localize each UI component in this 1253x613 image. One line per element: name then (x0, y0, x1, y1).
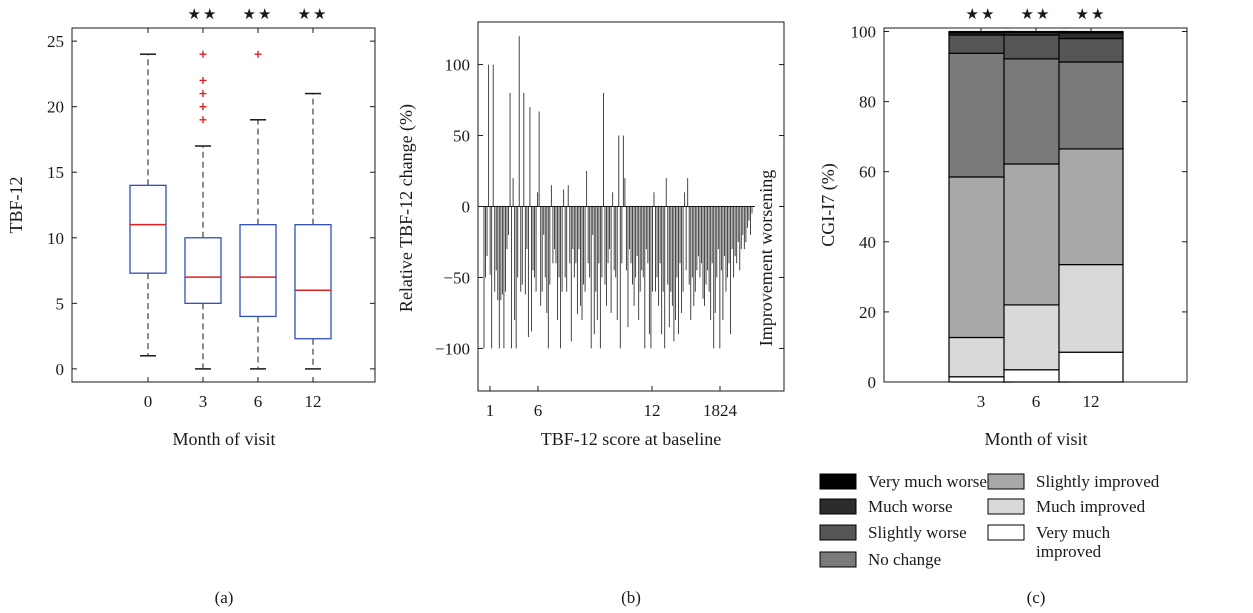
panel-c-segment-slightly-worse (1059, 39, 1123, 62)
panel-a-outlier-point (200, 90, 207, 97)
panel-b-y-tick-label: 100 (445, 56, 471, 75)
legend-label: No change (868, 550, 941, 569)
panel-c-segment-very-much-improved (1059, 352, 1123, 382)
panel-c-segment-much-worse (1059, 33, 1123, 39)
panel-a-outlier-point (200, 77, 207, 84)
panel-a-x-axis-label: Month of visit (172, 429, 275, 449)
legend-label: Much worse (868, 497, 953, 516)
panel-a-box (130, 185, 166, 273)
legend-swatch (820, 499, 856, 514)
panel-b: −100 −50 0 50 100 1 6 12 1824 Relative TBF-12 ch… (396, 22, 784, 607)
panel-b-y-tick-label: 0 (462, 198, 471, 217)
panel-c-caption: (c) (1027, 588, 1046, 607)
legend-label: Very much (1036, 523, 1111, 542)
legend-label: Slightly improved (1036, 472, 1160, 491)
panel-c-x-tick-label: 12 (1083, 392, 1100, 411)
panel-c-x-tick-label: 3 (977, 392, 986, 411)
panel-a-caption: (a) (215, 588, 234, 607)
panel-a-box (240, 225, 276, 317)
panel-a-x-tick-label: 0 (144, 392, 153, 411)
panel-a-box (185, 238, 221, 304)
panel-b-y-tick-label: −100 (435, 339, 470, 358)
panel-a-significance-marker: ★★ (243, 7, 274, 23)
panel-c-segment-very-much-worse (1059, 32, 1123, 33)
legend-swatch (820, 525, 856, 540)
panel-a-x-tick-label: 6 (254, 392, 263, 411)
legend-swatch (988, 525, 1024, 540)
panel-b-side-label: Improvement worsening (756, 170, 776, 346)
panel-b-bars (478, 36, 755, 348)
panel-c-y-tick-label: 100 (851, 23, 877, 42)
panel-a-boxes (130, 51, 331, 369)
panel-b-x-tick-label: 1 (486, 401, 495, 420)
panel-a-y-tick-label: 20 (47, 98, 64, 117)
panel-b-y-tick-label: −50 (443, 268, 470, 287)
panel-c-stacked-bars (949, 32, 1123, 382)
panel-a: 0 5 10 15 20 25 0 3 6 12 ★★ ★★ ★★ TBF-12 Month of vi… (6, 7, 375, 607)
panel-c: 0 20 40 60 80 100 3 6 12 ★★ ★★ ★★ Very much worse Mu… (818, 7, 1187, 607)
panel-a-y-tick-label: 5 (56, 294, 65, 313)
panel-c-segment-no-change (1059, 62, 1123, 149)
panel-c-significance-marker: ★★ (1076, 7, 1107, 23)
panel-a-box (295, 225, 331, 339)
panel-b-x-tick-label: 1824 (703, 401, 738, 420)
panel-c-y-tick-label: 20 (859, 303, 876, 322)
panel-c-y-tick-label: 80 (859, 93, 876, 112)
panel-a-significance-marker: ★★ (188, 7, 219, 23)
panel-b-y-tick-label: 50 (453, 127, 470, 146)
panel-a-outlier-point (200, 116, 207, 123)
panel-c-x-tick-label: 6 (1032, 392, 1041, 411)
panel-c-y-axis-label: CGI-I7 (%) (818, 163, 839, 246)
panel-a-x-tick-label: 3 (199, 392, 208, 411)
legend-label: improved (1036, 542, 1102, 561)
panel-a-y-tick-label: 0 (56, 360, 65, 379)
legend-label: Much improved (1036, 497, 1146, 516)
panel-a-axis-ticks: 0 5 10 15 20 25 0 3 6 12 ★★ ★★ ★★ (47, 7, 375, 411)
panel-b-caption: (b) (621, 588, 641, 607)
legend-swatch (820, 552, 856, 567)
panel-a-outlier-point (200, 103, 207, 110)
panel-c-segment-slightly-improved (1059, 149, 1123, 265)
panel-a-outlier-point (200, 51, 207, 58)
panel-b-y-axis-label: Relative TBF-12 change (%) (396, 104, 417, 312)
panel-b-x-tick-label: 12 (644, 401, 661, 420)
panel-a-significance-marker: ★★ (298, 7, 329, 23)
panel-a-y-tick-label: 15 (47, 163, 64, 182)
panel-c-significance-marker: ★★ (1021, 7, 1052, 23)
legend-swatch (988, 474, 1024, 489)
panel-a-y-axis-label: TBF-12 (6, 176, 26, 233)
panel-c-x-axis-label: Month of visit (984, 429, 1087, 449)
panel-a-y-tick-label: 25 (47, 32, 64, 51)
panel-a-x-tick-label: 12 (305, 392, 322, 411)
panel-b-x-tick-label: 6 (534, 401, 543, 420)
panel-c-significance-marker: ★★ (966, 7, 997, 23)
legend-swatch (820, 474, 856, 489)
panel-b-x-axis-label: TBF-12 score at baseline (541, 429, 721, 449)
panel-c-y-tick-label: 0 (868, 373, 877, 392)
panel-c-y-tick-label: 60 (859, 163, 876, 182)
panel-c-y-tick-label: 40 (859, 233, 876, 252)
panel-a-outlier-point (255, 51, 262, 58)
legend-label: Slightly worse (868, 523, 967, 542)
panel-c-segment-much-improved (1059, 265, 1123, 353)
panel-c-legend: Very much worse Much worse Slightly worse N… (820, 472, 1160, 569)
legend-swatch (988, 499, 1024, 514)
legend-label: Very much worse (868, 472, 987, 491)
panel-a-y-tick-label: 10 (47, 229, 64, 248)
